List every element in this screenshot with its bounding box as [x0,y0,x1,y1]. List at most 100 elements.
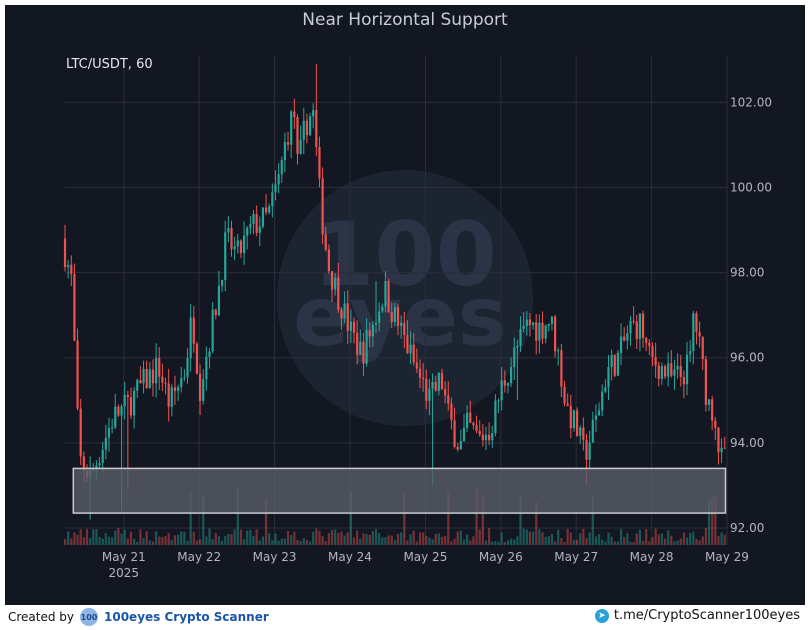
volume-bar [434,534,437,545]
x-tick-label: May 22 [177,550,221,564]
volume-bar [575,539,579,545]
candle-body [519,328,522,346]
candle-body [158,358,161,377]
volume-bar [393,540,396,545]
brand-name: 100eyes Crypto Scanner [104,610,269,624]
volume-bar [290,534,293,545]
volume-bars [63,488,726,545]
candle-body [588,442,591,460]
volume-bar [302,538,305,545]
candle-body [447,395,450,404]
candle-body [550,316,554,324]
candle-body [264,207,268,213]
volume-bar [63,539,67,545]
candle-body [679,365,682,377]
volume-bar [695,538,698,545]
volume-bar [312,531,315,545]
candle-body [497,400,500,402]
volume-bar [660,533,664,545]
support-zone-rect [72,467,727,514]
volume-bar [101,538,104,545]
volume-bar [296,539,299,545]
candle-body [145,369,148,389]
y-tick-label: 94.00 [730,436,764,450]
candle-body [312,110,315,117]
candle-body [271,192,274,207]
x-tick-label: May 27 [554,550,598,564]
brand-link[interactable]: 100 100eyes Crypto Scanner [80,608,269,626]
volume-bar [92,529,95,545]
volume-bar [340,531,343,545]
candle-body [431,382,434,389]
volume-bar [236,488,239,545]
volume-bar [588,532,591,545]
volume-bar [387,535,390,545]
price-chart[interactable]: 100 eyes 92.00 94.00 96.00 98.00 100.00 102.0… [0,0,810,605]
candle-body [211,309,214,352]
x-tick-label: May 21 [102,550,146,564]
candle-body [136,380,139,391]
volume-bar [484,540,488,545]
volume-bar [604,541,607,545]
volume-bar [692,531,695,545]
volume-bar [217,536,221,545]
candle-body [547,323,550,326]
candle-body [76,340,79,409]
candle-body [70,264,73,274]
candle-body [126,394,129,398]
candle-body [557,350,560,352]
candle-body [528,319,532,326]
candle-body [356,332,359,355]
volume-bar [428,537,431,545]
candle-body [142,369,145,384]
telegram-link[interactable]: ➤ t.me/CryptoScanner100eyes [594,608,800,623]
candle-body [299,139,302,154]
volume-bar [469,540,472,545]
candle-body [283,142,287,160]
candle-body [484,434,488,441]
candle-body [707,399,711,405]
candle-body [290,111,293,145]
volume-bar [676,540,679,545]
candle-body [654,357,657,366]
volume-bar [553,541,557,545]
candle-body [500,380,503,401]
x-tick-sublabel: 2025 [109,566,140,580]
candle-body [400,322,403,327]
candle-body [428,388,431,401]
candle-body [635,321,638,339]
candle-body [619,336,623,353]
candle-body [268,206,271,213]
volume-bar [400,532,403,545]
candle-body [560,350,563,387]
volume-bar [513,539,516,545]
volume-bar [682,532,685,545]
candle-body [148,369,151,389]
volume-bar [252,535,255,545]
candle-body [305,120,309,136]
candle-body [230,227,233,250]
volume-bar [139,529,142,545]
candle-body [315,110,318,148]
volume-bar [274,533,277,545]
candle-body [566,403,569,406]
volume-bar [120,533,123,545]
candle-body [723,447,726,449]
volume-bar [500,532,503,545]
candle-body [352,321,356,333]
candle-body [604,387,607,392]
volume-bar [494,541,497,545]
volume-bar [384,537,387,545]
volume-bar [619,528,623,545]
grid-lines [65,55,728,545]
candle-body [676,365,679,370]
candle-body [246,227,249,236]
candle-body [258,226,261,233]
volume-bar [418,532,422,545]
volume-bar [280,538,283,545]
volume-bar [343,535,346,545]
volume-bar [673,541,676,545]
candle-body [494,400,497,434]
volume-bar [472,536,475,545]
candle-body [393,307,396,323]
